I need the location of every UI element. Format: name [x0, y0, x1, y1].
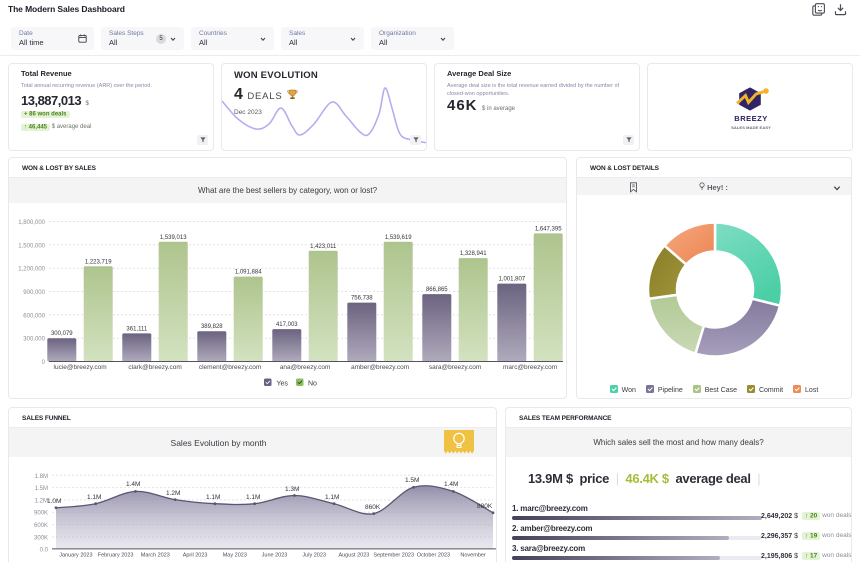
- svg-text:1.8M: 1.8M: [35, 474, 48, 480]
- svg-text:1,200,000: 1,200,000: [18, 267, 45, 273]
- svg-text:1.4M: 1.4M: [126, 481, 140, 488]
- svg-text:1,539,619: 1,539,619: [385, 235, 412, 241]
- svg-text:lucie@breezy.com: lucie@breezy.com: [54, 364, 107, 371]
- svg-text:1,647,395: 1,647,395: [535, 226, 562, 232]
- svg-text:1.2M: 1.2M: [35, 498, 48, 504]
- svg-text:300K: 300K: [34, 535, 48, 541]
- svg-text:June 2023: June 2023: [262, 553, 288, 559]
- svg-text:September 2023: September 2023: [373, 553, 414, 559]
- svg-text:sara@breezy.com: sara@breezy.com: [429, 364, 481, 371]
- svg-text:300,079: 300,079: [51, 331, 73, 337]
- svg-text:880K: 880K: [477, 503, 493, 510]
- svg-text:417,003: 417,003: [276, 322, 298, 328]
- svg-text:July 2023: July 2023: [302, 553, 326, 559]
- svg-text:clark@breezy.com: clark@breezy.com: [128, 364, 181, 371]
- svg-text:1.1M: 1.1M: [246, 494, 260, 501]
- svg-text:November: November: [460, 553, 486, 559]
- svg-text:1,423,011: 1,423,011: [310, 244, 337, 250]
- svg-text:amber@breezy.com: amber@breezy.com: [351, 364, 409, 371]
- svg-text:1.1M: 1.1M: [206, 494, 220, 501]
- svg-text:866,865: 866,865: [426, 287, 448, 293]
- svg-text:0.0: 0.0: [40, 548, 49, 554]
- svg-text:1.0M: 1.0M: [47, 498, 61, 505]
- svg-text:0: 0: [42, 360, 46, 366]
- svg-text:No: No: [308, 381, 317, 388]
- svg-text:1.5M: 1.5M: [35, 486, 48, 492]
- svg-text:ana@breezy.com: ana@breezy.com: [280, 364, 331, 371]
- svg-text:1,091,884: 1,091,884: [235, 270, 262, 276]
- svg-text:August 2023: August 2023: [338, 553, 369, 559]
- svg-text:900K: 900K: [34, 511, 48, 517]
- svg-text:March 2023: March 2023: [141, 553, 170, 559]
- svg-text:October 2023: October 2023: [417, 553, 450, 559]
- svg-text:1,328,941: 1,328,941: [460, 251, 487, 257]
- svg-text:1.2M: 1.2M: [166, 490, 180, 497]
- svg-text:361,111: 361,111: [126, 326, 147, 332]
- svg-text:1.5M: 1.5M: [405, 477, 419, 484]
- svg-text:1.1M: 1.1M: [325, 494, 339, 501]
- svg-text:600,000: 600,000: [23, 313, 45, 319]
- svg-text:389,828: 389,828: [201, 324, 223, 330]
- svg-text:marc@breezy.com: marc@breezy.com: [503, 364, 557, 371]
- svg-text:1.1M: 1.1M: [87, 494, 101, 501]
- svg-text:300,000: 300,000: [23, 337, 45, 343]
- svg-text:1,800,000: 1,800,000: [18, 220, 45, 226]
- svg-text:1,500,000: 1,500,000: [18, 243, 45, 249]
- svg-text:May 2023: May 2023: [223, 553, 247, 559]
- svg-text:860K: 860K: [365, 504, 381, 511]
- svg-text:900,000: 900,000: [23, 290, 45, 296]
- svg-text:1,001,807: 1,001,807: [498, 277, 525, 283]
- svg-text:1.3M: 1.3M: [285, 486, 299, 493]
- svg-text:600K: 600K: [34, 523, 48, 529]
- svg-text:756,738: 756,738: [351, 296, 373, 302]
- svg-text:February 2023: February 2023: [98, 553, 134, 559]
- svg-text:April 2023: April 2023: [183, 553, 208, 559]
- svg-text:January 2023: January 2023: [59, 553, 92, 559]
- svg-text:1,539,013: 1,539,013: [160, 235, 187, 241]
- svg-text:1,223,719: 1,223,719: [85, 259, 112, 265]
- svg-text:clement@breezy.com: clement@breezy.com: [199, 364, 261, 371]
- svg-text:Yes: Yes: [277, 381, 289, 388]
- svg-text:1.4M: 1.4M: [444, 481, 458, 488]
